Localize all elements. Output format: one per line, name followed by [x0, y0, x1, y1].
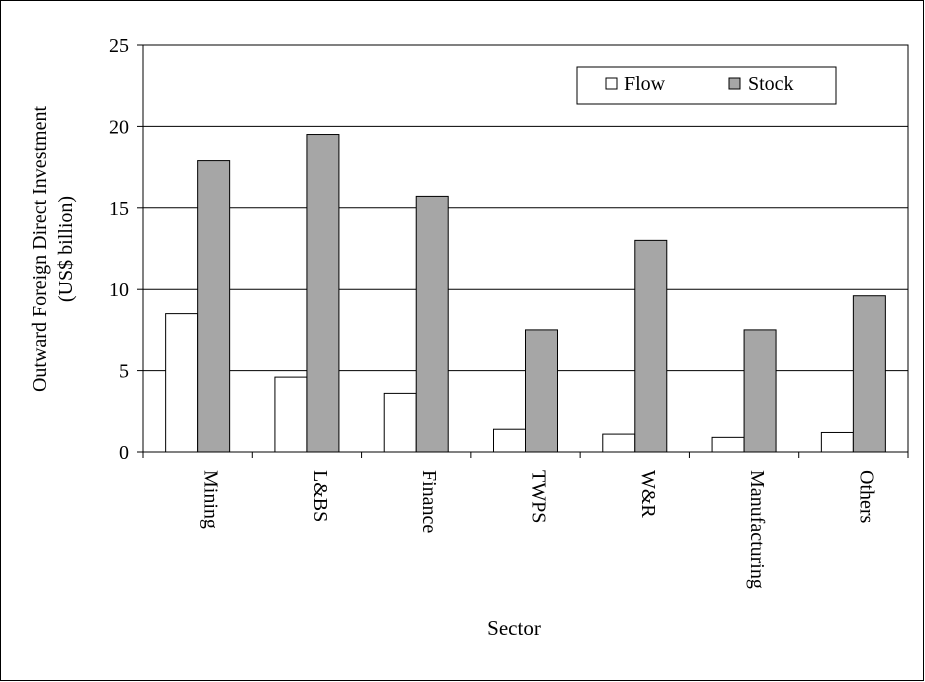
bar-flow [274, 376, 308, 453]
x-axis-label: Sector [487, 616, 541, 640]
bar-stock [306, 134, 340, 453]
x-tick-label: Manufacturing [746, 470, 768, 589]
x-tick-label: W&R [637, 470, 659, 518]
bar-flow [711, 436, 745, 453]
bar-stock [743, 329, 777, 453]
y-axis-label-line2: (US$ billion) [55, 196, 77, 302]
bar-flow [383, 392, 417, 453]
bar-flow [602, 433, 636, 453]
x-tick-labels: Mining L&BS Finance TWPS W&R Manufacturing Oth… [200, 470, 878, 589]
x-tick-label: Others [855, 470, 877, 524]
y-tick-label: 20 [109, 116, 129, 138]
legend-label-stock: Stock [748, 73, 794, 95]
bar-stock [197, 160, 231, 453]
y-axis-label-line1: Outward Foreign Direct Investment [29, 106, 51, 392]
bar-flow [820, 431, 854, 453]
legend-swatch-stock [728, 77, 741, 90]
legend-box [576, 66, 837, 105]
plot-area-border [142, 44, 909, 453]
bar-flow [493, 428, 526, 453]
bar-stock [852, 295, 886, 453]
legend-label-flow: Flow [624, 73, 666, 95]
bars [165, 134, 886, 453]
bar-flow [165, 313, 199, 453]
y-tick-label: 15 [109, 198, 129, 220]
y-tick-label: 25 [109, 35, 129, 57]
y-tick-label: 0 [119, 442, 129, 464]
y-tick-label: 5 [119, 361, 129, 383]
bar-stock [415, 195, 449, 453]
axes [142, 44, 909, 458]
x-tick-label: Mining [200, 470, 222, 529]
x-tick-label: TWPS [528, 470, 550, 523]
legend-swatch-flow [605, 77, 618, 90]
x-tick-label: Finance [418, 470, 440, 533]
bar-stock [634, 239, 668, 453]
bar-stock [525, 329, 558, 453]
y-tick-labels: 0 5 10 15 20 25 [109, 35, 129, 464]
legend: Flow Stock [576, 66, 837, 105]
y-tick-label: 10 [109, 279, 129, 301]
x-tick-label: L&BS [309, 470, 331, 522]
